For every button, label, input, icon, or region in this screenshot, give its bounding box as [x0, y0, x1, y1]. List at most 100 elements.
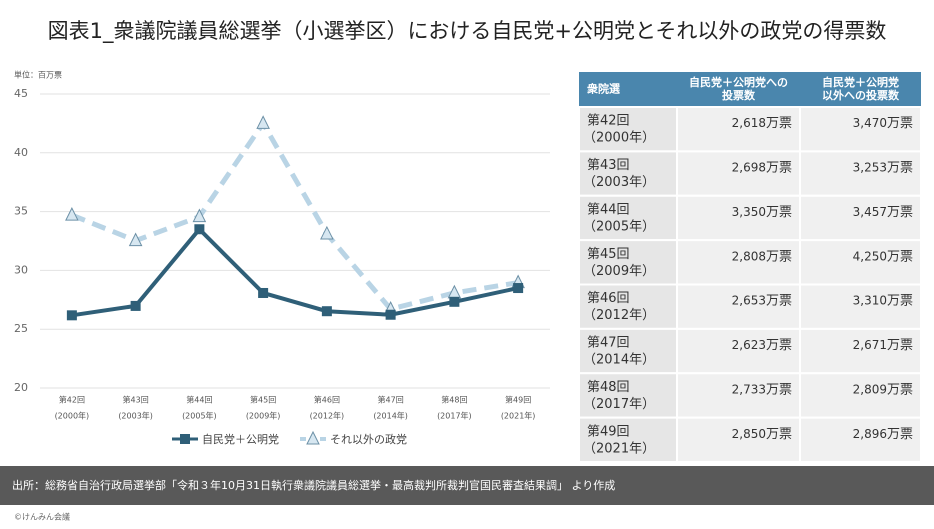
table-cell-bg	[578, 283, 678, 330]
y-tick-label: 35	[14, 205, 28, 218]
triangle-marker	[192, 208, 207, 223]
table-cell-bg	[799, 239, 922, 286]
row-label: 第42回	[587, 114, 630, 129]
vote-count: 2,808万票	[732, 249, 792, 264]
vote-count: 2,653万票	[732, 293, 792, 308]
legend-label: 自民党＋公明党	[202, 433, 279, 446]
triangle-marker	[65, 207, 79, 221]
unit-label: 単位：百万票	[14, 70, 62, 80]
vote-text: 万票	[766, 204, 792, 219]
vote-count: 2,809万票	[853, 382, 913, 397]
x-tick-year: (2021年)	[501, 411, 536, 421]
x-tick-year: (2005年)	[182, 411, 217, 421]
vote-text: 万票	[766, 116, 792, 131]
table-cell-bg	[676, 372, 801, 419]
x-tick-label: 第49回	[505, 395, 531, 405]
square-marker	[513, 283, 524, 294]
square-marker	[66, 310, 77, 321]
vote-count: 2,896万票	[853, 426, 913, 441]
vote-count: 3,470万票	[853, 116, 913, 131]
square-marker	[385, 309, 396, 320]
row-year: （2017年）	[583, 397, 655, 412]
y-tick-label: 45	[14, 87, 28, 100]
row-label: 第47回	[587, 336, 630, 351]
row-year: （2012年）	[583, 308, 655, 323]
square-marker	[180, 434, 190, 444]
vote-text: 2,618	[732, 116, 766, 130]
vote-text: 万票	[766, 426, 792, 441]
vote-text: 万票	[887, 293, 913, 308]
row-year: （2014年）	[583, 353, 655, 368]
row-label: 第43回	[587, 158, 630, 173]
x-tick-year: (2014年)	[373, 411, 408, 421]
vote-text: 万票	[766, 160, 792, 175]
vote-text: 3,253	[853, 160, 887, 174]
x-tick-label: 第46回	[314, 395, 340, 405]
table-header-cell: 自民党＋公明党への	[689, 75, 788, 89]
y-tick-label: 20	[14, 381, 28, 394]
x-tick-year: (2000年)	[55, 411, 90, 421]
legend-label: それ以外の政党	[330, 432, 407, 446]
table-cell-bg	[799, 150, 922, 197]
vote-text: 万票	[887, 204, 913, 219]
title: 図表1_衆議院議員総選挙（小選挙区）における自民党+公明党とそれ以外の政党の得票…	[48, 19, 887, 44]
x-tick-label: 第44回	[186, 395, 212, 405]
vote-text: 万票	[766, 382, 792, 397]
source: 出所：総務省自治行政局選挙部「令和３年10月31日執行衆議院議員総選挙・最高裁判…	[12, 478, 615, 492]
vote-text: 4,250	[853, 249, 887, 263]
vote-text: 万票	[887, 338, 913, 353]
x-tick-label: 第42回	[59, 395, 85, 405]
vote-count: 3,310万票	[853, 293, 913, 308]
vote-text: 万票	[766, 249, 792, 264]
triangle-marker	[128, 232, 143, 247]
square-marker	[449, 296, 460, 307]
table-header	[579, 72, 921, 107]
vote-text: 万票	[887, 116, 913, 131]
row-label: 第49回	[587, 424, 630, 439]
table-cell-bg	[578, 416, 678, 463]
vote-text: 2,733	[732, 382, 766, 396]
vote-text: 万票	[766, 338, 792, 353]
vote-text: 2,850	[732, 426, 766, 440]
vote-text: 2,808	[732, 249, 766, 263]
y-tick-label: 40	[14, 146, 28, 159]
x-tick-label: 第43回	[123, 395, 149, 405]
vote-text: 万票	[887, 160, 913, 175]
vote-count: 2,618万票	[732, 116, 792, 131]
vote-count: 3,253万票	[853, 160, 913, 175]
square-marker	[258, 287, 269, 298]
x-tick-label: 第45回	[250, 395, 276, 405]
table-cell-bg	[799, 327, 922, 375]
vote-count: 2,850万票	[732, 426, 792, 441]
vote-text: 3,350	[732, 204, 766, 218]
x-tick-year: (2012年)	[310, 411, 345, 421]
row-year: （2021年）	[583, 441, 655, 456]
table-cell-bg	[799, 372, 922, 419]
table-cell-bg	[676, 416, 801, 463]
y-tick-label: 30	[14, 263, 28, 276]
table-cell-bg	[676, 150, 801, 197]
table-cell-bg	[799, 194, 922, 242]
source-band	[0, 466, 934, 505]
table-cell-bg	[676, 194, 801, 242]
copyright: ©けんみん会議	[14, 512, 70, 522]
table-cell-bg	[799, 416, 922, 463]
vote-text: 2,809	[853, 382, 887, 396]
vote-count: 2,623万票	[732, 338, 792, 353]
vote-text: 2,653	[732, 293, 766, 307]
vote-count: 4,250万票	[853, 249, 913, 264]
table-header-cell: 投票数	[722, 88, 756, 102]
row-year: （2000年）	[583, 131, 655, 146]
square-marker	[321, 306, 332, 317]
row-label: 第45回	[587, 247, 630, 262]
table-header-cell: 衆院選	[587, 82, 620, 96]
square-marker	[130, 300, 141, 311]
table-header-cell: 以外への投票数	[822, 88, 900, 102]
series-line	[71, 226, 519, 318]
vote-text: 2,698	[732, 160, 766, 174]
vote-text: 2,896	[853, 426, 887, 440]
table-header-cell: 自民党＋公明党	[822, 75, 899, 89]
triangle-marker	[256, 115, 270, 129]
x-tick-year: (2017年)	[437, 411, 472, 421]
